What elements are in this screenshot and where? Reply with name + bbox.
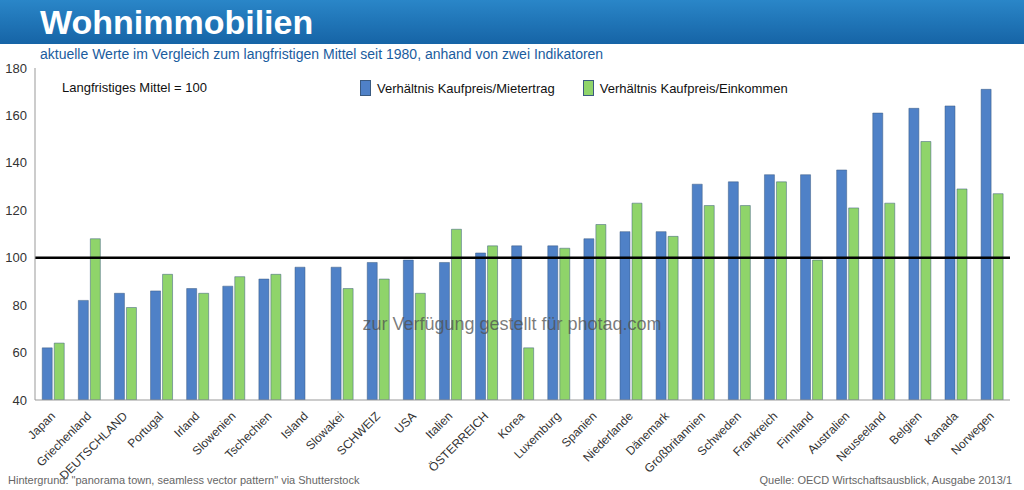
svg-text:Frankreich: Frankreich: [730, 409, 780, 459]
svg-text:40: 40: [13, 393, 27, 408]
svg-text:Neuseeland: Neuseeland: [833, 409, 888, 464]
svg-text:100: 100: [8, 250, 27, 265]
svg-text:Australien: Australien: [804, 409, 853, 457]
svg-text:Slowenien: Slowenien: [189, 409, 239, 459]
svg-text:ÖSTERREICH: ÖSTERREICH: [426, 409, 492, 475]
svg-text:Spanien: Spanien: [558, 409, 600, 451]
svg-text:140: 140: [8, 155, 27, 170]
svg-text:Korea: Korea: [495, 409, 528, 442]
html-text:Quelle: OECD Wirtschaftsausbli: Quelle: OECD Wirtschaftsausblick, Ausgab…: [759, 474, 1012, 486]
html-text:Langfristiges Mittel = 100: Langfristiges Mittel = 100: [62, 80, 207, 95]
html-text:Verhältnis Kaufpreis/Mietertra: Verhältnis Kaufpreis/Mietertrag: [377, 80, 555, 96]
svg-text:Kanada: Kanada: [921, 409, 961, 449]
svg-text:Luxemburg: Luxemburg: [511, 409, 563, 461]
svg-text:120: 120: [8, 203, 27, 218]
svg-text:Finnland: Finnland: [773, 409, 817, 452]
svg-text:Niederlande: Niederlande: [580, 409, 636, 465]
svg-text:Japan: Japan: [25, 409, 58, 442]
svg-text:Island: Island: [278, 409, 311, 442]
svg-text:80: 80: [13, 298, 27, 313]
svg-text:Belgien: Belgien: [886, 409, 924, 447]
html-text:Wohnimmobilien: Wohnimmobilien: [40, 3, 314, 41]
svg-text:180: 180: [8, 61, 27, 76]
svg-text:Großbritannien: Großbritannien: [642, 409, 709, 476]
html-text:zur Verfügung gestellt für pho: zur Verfügung gestellt für photaq.com: [362, 314, 662, 334]
svg-text:Slowakei: Slowakei: [303, 409, 347, 453]
html-text:Hintergrund: "panorama town, s: Hintergrund: "panorama town, seamless ve…: [8, 474, 360, 486]
html-text:aktuelle Werte im Vergleich zu: aktuelle Werte im Vergleich zum langfris…: [40, 46, 604, 62]
svg-text:Norwegen: Norwegen: [948, 409, 997, 458]
svg-text:USA: USA: [392, 409, 419, 436]
svg-text:Tschechien: Tschechien: [222, 409, 274, 461]
svg-text:Irland: Irland: [171, 409, 202, 440]
svg-text:Schweden: Schweden: [694, 409, 745, 459]
svg-text:SCHWEIZ: SCHWEIZ: [334, 409, 383, 458]
svg-text:Griechenland: Griechenland: [33, 409, 95, 470]
svg-text:DEUTSCHLAND: DEUTSCHLAND: [57, 409, 131, 480]
svg-text:60: 60: [13, 345, 27, 360]
svg-text:Italien: Italien: [423, 409, 456, 442]
svg-text:Portugal: Portugal: [125, 409, 167, 451]
svg-text:160: 160: [8, 108, 27, 123]
svg-text:Dänemark: Dänemark: [622, 409, 672, 459]
html-text:Verhältnis Kaufpreis/Einkommen: Verhältnis Kaufpreis/Einkommen: [599, 80, 788, 96]
